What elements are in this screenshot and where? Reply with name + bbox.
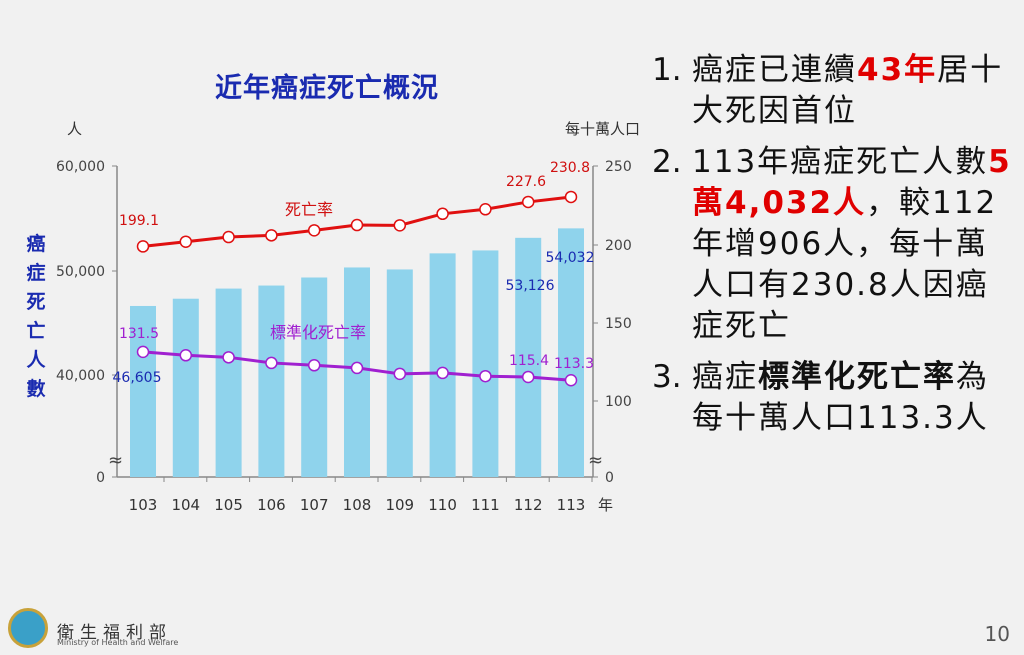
key-point-span: 居十大死因首位 [692,52,1004,129]
key-point-span: 為每十萬人口113.3人 [692,359,989,436]
point-105 [222,351,235,364]
axis-break-left: ≈ [108,450,123,471]
org-name-en: Ministry of Health and Welfare [57,638,179,647]
data-label: 227.6 [506,174,546,190]
point-108 [350,218,364,232]
org-name-zh: 衛生福利部 [57,623,172,643]
key-point-text: 癌症標準化死亡率為每十萬人口113.3人 [692,357,1012,439]
point-109 [393,367,407,381]
right-tick-label: 200 [605,238,632,254]
chart-title: 近年癌症死亡概況 [215,73,439,104]
left-axis-label-char: 癌 [26,232,45,255]
x-tick-label: 109 [385,496,414,514]
series-label-std-rate: 標準化死亡率 [270,323,366,342]
key-point-number: 1. [652,52,682,88]
point-110 [436,207,449,221]
point-104 [179,349,193,362]
left-tick-label: 60,000 [56,159,105,175]
key-point-number: 3. [652,359,682,395]
bar-111 [472,250,499,477]
right-unit-label: 每十萬人口 [565,120,640,138]
point-113 [564,374,578,387]
key-point-span: 5萬4,032人 [692,144,1012,221]
x-tick-label: 112 [514,496,543,514]
data-label: 53,126 [506,278,555,294]
left-axis-label-char: 症 [26,261,45,284]
data-label: 46,605 [113,370,162,386]
x-tick-label: 107 [300,496,329,514]
key-point-span: 癌症 [692,359,758,395]
left-axis-label-char: 亡 [26,319,45,342]
left-unit-label: 人 [67,120,82,138]
point-110 [436,366,449,380]
key-point: 3. 癌症標準化死亡率為每十萬人口113.3人 [652,357,1012,439]
axis-break-right: ≈ [588,450,603,471]
key-point-span: 43年 [857,52,938,88]
point-109 [393,219,407,232]
bar-104 [172,298,199,477]
key-point: 2. 113年癌症死亡人數5萬4,032人，較112年增906人，每十萬人口有23… [652,142,1012,347]
right-tick-label: 150 [605,316,632,332]
right-tick-label: 100 [605,394,632,410]
key-point-text: 癌症已連續43年居十大死因首位 [692,50,1012,132]
x-unit-label: 年 [598,496,613,514]
point-112 [521,370,535,384]
x-tick-label: 103 [129,496,158,514]
data-label: 113.3 [554,356,594,372]
right-tick-label: 250 [605,159,632,175]
x-tick-label: 105 [214,496,243,514]
point-104 [179,235,193,248]
left-axis-label-char: 人 [26,349,46,371]
data-label: 115.4 [509,353,549,369]
key-point-span: 113年癌症死亡人數 [692,144,989,180]
bar-113 [558,228,584,477]
point-103 [136,240,150,253]
bar-107 [301,277,328,477]
point-112 [521,195,535,209]
left-tick-label: 50,000 [56,264,105,280]
ministry-logo [8,608,48,648]
bar-110 [429,253,456,477]
series-label-death-rate: 死亡率 [285,200,333,219]
x-tick-label: 108 [343,496,372,514]
point-103 [136,345,150,359]
left-tick-label: 40,000 [56,368,105,384]
x-tick-label: 106 [257,496,286,514]
x-tick-label: 104 [171,496,200,514]
x-tick-label: 113 [557,496,586,514]
point-108 [350,361,364,375]
key-point-span: 標準化死亡率 [758,359,956,395]
point-111 [479,203,492,216]
point-107 [307,224,321,237]
point-107 [307,359,321,372]
page-number: 10 [984,622,1010,646]
point-105 [222,230,235,244]
left-axis-label-char: 數 [26,378,45,400]
data-label: 54,032 [546,250,595,266]
data-label: 199.1 [119,213,159,229]
x-tick-label: 110 [428,496,457,514]
point-106 [265,356,278,370]
left-axis-label-char: 死 [26,291,45,313]
x-tick-label: 111 [471,496,500,514]
key-point-span: ，較112年增906人，每十萬人口有230.8人因癌症死亡 [692,185,998,344]
chart: 0 40,000 50,000 60,000 0 100 150 200 250 人 每十萬人口癌症… [26,120,640,514]
right-tick-label: 0 [605,470,614,486]
data-label: 131.5 [119,326,159,342]
data-label: 230.8 [550,160,590,176]
key-point-span: 癌症已連續 [692,52,857,88]
key-points: 1. 癌症已連續43年居十大死因首位 2. 113年癌症死亡人數5萬4,032人，較1… [652,50,1012,449]
bar-112 [515,237,542,477]
bar-106 [258,285,285,477]
key-point-number: 2. [652,144,682,180]
key-point: 1. 癌症已連續43年居十大死因首位 [652,50,1012,132]
point-106 [265,229,278,242]
key-point-text: 113年癌症死亡人數5萬4,032人，較112年增906人，每十萬人口有230.… [692,142,1012,347]
point-113 [564,190,578,204]
point-111 [479,369,492,383]
left-tick-label: 0 [96,470,105,486]
bar-105 [215,288,242,477]
bar-103 [130,305,156,477]
